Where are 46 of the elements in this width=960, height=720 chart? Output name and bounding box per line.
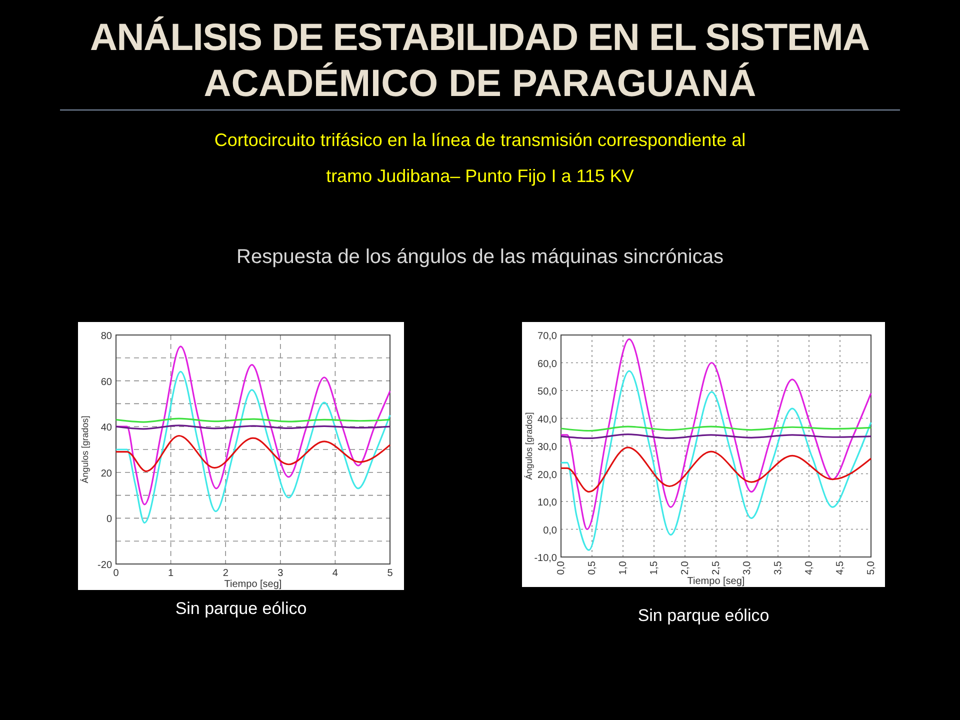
x-tick-label: 1,0	[618, 560, 629, 575]
text: Respuesta de los ángulos de las máquinas sincrónicas	[236, 246, 724, 268]
y-tick-label: 60,0	[538, 358, 558, 370]
x-tick-label: 5,0	[866, 560, 877, 575]
text: Cortocircuito trifásico en la línea de transmisión correspondiente al tramo Judibana– Punto Fijo I a 115 KV	[214, 130, 746, 186]
y-axis-title: Ángulos [grados]	[80, 416, 90, 484]
x-tick-label: 4	[332, 568, 338, 579]
x-tick-label: 4,0	[804, 560, 815, 575]
text: Sin parque eólico	[638, 606, 770, 625]
line-series	[560, 370, 872, 551]
x-tick-label: 3,0	[742, 560, 753, 575]
x-tick-label: 0,5	[587, 560, 598, 575]
line-series	[560, 446, 872, 493]
line-series	[560, 338, 872, 530]
y-tick-label: 40	[100, 422, 112, 434]
y-tick-label: 20,0	[538, 470, 558, 481]
y-tick-label: 40,0	[538, 414, 558, 426]
x-tick-label: 0,0	[556, 560, 567, 575]
y-axis-title: Ángulos [grados]	[524, 412, 534, 480]
x-tick-label: 2,0	[680, 560, 691, 575]
y-tick-label: 20	[100, 468, 112, 480]
line-series	[115, 434, 391, 472]
y-tick-label: 70,0	[538, 331, 558, 342]
x-tick-label: 4,5	[835, 560, 846, 575]
text: Sin parque eólico	[175, 599, 307, 618]
x-tick-label: 1,5	[649, 560, 660, 575]
y-tick-label: 10,0	[538, 498, 558, 508]
x-axis-title: Tiempo [seg]	[687, 576, 745, 587]
line-series	[115, 370, 391, 524]
y-tick-label: 0,0	[543, 525, 558, 536]
y-tick-label: 50,0	[538, 386, 558, 398]
y-tick-label: -10,0	[534, 553, 558, 564]
y-tick-label: 60	[100, 376, 112, 388]
y-tick-label: -20	[98, 560, 112, 571]
x-tick-label: 2	[222, 568, 229, 579]
text: ANÁLISIS DE ESTABILIDAD EN EL SISTEMA ACADÉMICO DE PARAGUANÁ	[90, 16, 870, 105]
x-axis-title: Tiempo [seg]	[224, 579, 282, 590]
y-tick-label: 30,0	[538, 442, 558, 453]
x-tick-label: 3	[278, 568, 284, 579]
x-tick-label: 0	[113, 568, 120, 579]
x-tick-label: 2,5	[711, 560, 722, 575]
x-tick-label: 1	[168, 568, 174, 579]
x-tick-label: 5	[387, 568, 394, 579]
x-tick-label: 3,5	[773, 560, 784, 575]
y-tick-label: 0	[106, 514, 112, 526]
y-tick-label: 80	[100, 331, 112, 342]
